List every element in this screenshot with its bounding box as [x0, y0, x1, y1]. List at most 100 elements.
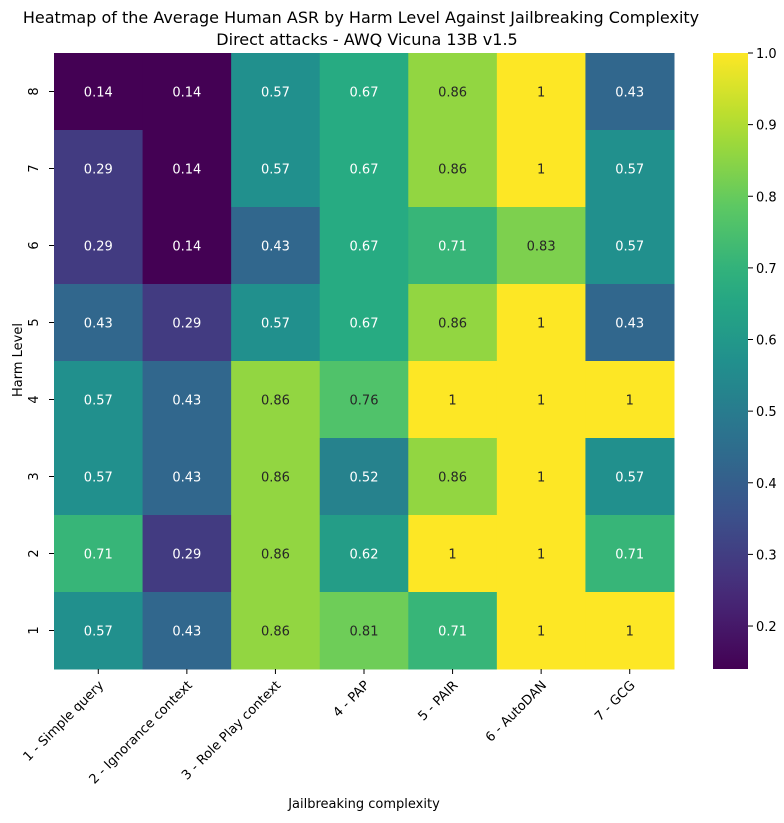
heatmap-cell: [142, 207, 232, 285]
cell-value-label: 1: [626, 625, 634, 640]
cell-value-label: 1: [537, 86, 545, 101]
cell-value-label: 0.43: [261, 240, 290, 255]
cell-value-label: 0.14: [172, 163, 201, 178]
colorbar-tick-label: 0.2: [756, 620, 777, 635]
y-tick-label: 7: [27, 164, 42, 172]
heatmap-cell: [319, 438, 409, 516]
colorbar-ticks: 0.2 0.3 0.4 0.5 0.6 0.7 0.8 0.9 1.0: [748, 47, 777, 635]
heatmap-cell: [585, 438, 675, 516]
cell-value-label: 0.67: [350, 240, 379, 255]
cell-value-label: 1: [537, 471, 545, 486]
x-tick-label: 5 - PAIR: [415, 678, 461, 724]
heatmap-cell: [408, 592, 498, 670]
heatmap-cell: [142, 592, 232, 670]
heatmap-cell: [231, 53, 321, 131]
colorbar: [713, 53, 748, 669]
colorbar-tick-label: 0.8: [756, 190, 777, 205]
heatmap-cell: [54, 361, 144, 439]
heatmap-cell: [54, 592, 144, 670]
cell-value-label: 1: [537, 317, 545, 332]
colorbar-tick-label: 0.3: [756, 548, 777, 563]
cell-value-label: 0.62: [350, 548, 379, 563]
cell-value-label: 0.43: [172, 625, 201, 640]
cell-value-label: 1: [537, 163, 545, 178]
cell-value-label: 0.81: [350, 625, 379, 640]
colorbar-tick-label: 0.4: [756, 477, 777, 492]
heatmap-cell: [142, 361, 232, 439]
x-tick-label: 4 - PAP: [330, 678, 373, 721]
heatmap-cell: [231, 130, 321, 208]
y-tick-label: 8: [27, 87, 42, 95]
heatmap-cell: [319, 207, 409, 285]
cell-value-label: 0.43: [172, 471, 201, 486]
heatmap-cell: [496, 284, 586, 362]
heatmap-cell: [231, 438, 321, 516]
heatmap-cell: [142, 130, 232, 208]
heatmap-cell: [408, 515, 498, 593]
cell-value-label: 0.57: [261, 86, 290, 101]
heatmap-cell: [496, 515, 586, 593]
cell-value-label: 0.67: [350, 86, 379, 101]
cell-value-label: 0.67: [350, 163, 379, 178]
cell-value-label: 0.71: [84, 548, 113, 563]
heatmap-cell: [54, 438, 144, 516]
heatmap-cell: [319, 515, 409, 593]
heatmap-cell: [54, 53, 144, 131]
cell-value-label: 0.43: [615, 317, 644, 332]
y-tick-label: 3: [27, 472, 42, 480]
cell-value-label: 0.86: [438, 317, 467, 332]
heatmap-cell: [585, 207, 675, 285]
heatmap-cell: [142, 53, 232, 131]
heatmap-cell: [54, 130, 144, 208]
heatmap-cell: [408, 207, 498, 285]
heatmap-cell: [142, 438, 232, 516]
chart-subtitle: Direct attacks - AWQ Vicuna 13B v1.5: [216, 30, 517, 49]
heatmap-cell: [408, 53, 498, 131]
heatmap-cell: [408, 284, 498, 362]
heatmap-cell: [231, 361, 321, 439]
x-tick-label: 7 - GCG: [592, 678, 638, 724]
heatmap-cells: 0.14 0.14 0.57 0.67 0.86 1 0.43 0.29 0.14 0.57 0.6…: [54, 53, 675, 670]
cell-value-label: 0.29: [84, 163, 113, 178]
cell-value-label: 0.71: [615, 548, 644, 563]
heatmap-cell: [319, 592, 409, 670]
x-tick-label: 6 - AutoDAN: [483, 678, 550, 745]
cell-value-label: 0.57: [615, 471, 644, 486]
y-tick-label: 6: [27, 241, 42, 249]
cell-value-label: 1: [448, 548, 456, 563]
cell-value-label: 0.43: [84, 317, 113, 332]
cell-value-label: 1: [537, 548, 545, 563]
heatmap-cell: [496, 130, 586, 208]
heatmap-cell: [54, 207, 144, 285]
heatmap-cell: [496, 438, 586, 516]
cell-value-label: 0.57: [84, 394, 113, 409]
cell-value-label: 0.83: [527, 240, 556, 255]
heatmap-cell: [231, 284, 321, 362]
heatmap-cell: [585, 53, 675, 131]
cell-value-label: 0.29: [172, 548, 201, 563]
cell-value-label: 0.29: [84, 240, 113, 255]
y-tick-label: 2: [27, 549, 42, 557]
colorbar-tick-label: 0.9: [756, 119, 777, 134]
heatmap-cell: [408, 130, 498, 208]
colorbar-tick-label: 1.0: [756, 47, 777, 62]
heatmap-cell: [496, 592, 586, 670]
cell-value-label: 0.57: [615, 163, 644, 178]
heatmap-cell: [231, 592, 321, 670]
cell-value-label: 1: [537, 625, 545, 640]
cell-value-label: 0.86: [438, 471, 467, 486]
heatmap-cell: [231, 515, 321, 593]
y-tick-label: 5: [27, 318, 42, 326]
heatmap-cell: [319, 130, 409, 208]
colorbar-tick-label: 0.6: [756, 334, 777, 349]
y-axis-ticks: 8 7 6 5 4 3 2 1: [27, 87, 54, 635]
heatmap-cell: [408, 361, 498, 439]
heatmap-cell: [408, 438, 498, 516]
cell-value-label: 0.14: [84, 86, 113, 101]
cell-value-label: 0.14: [172, 240, 201, 255]
y-axis-label: Harm Level: [11, 323, 26, 397]
colorbar-tick-label: 0.7: [756, 262, 777, 277]
heatmap-cell: [231, 207, 321, 285]
